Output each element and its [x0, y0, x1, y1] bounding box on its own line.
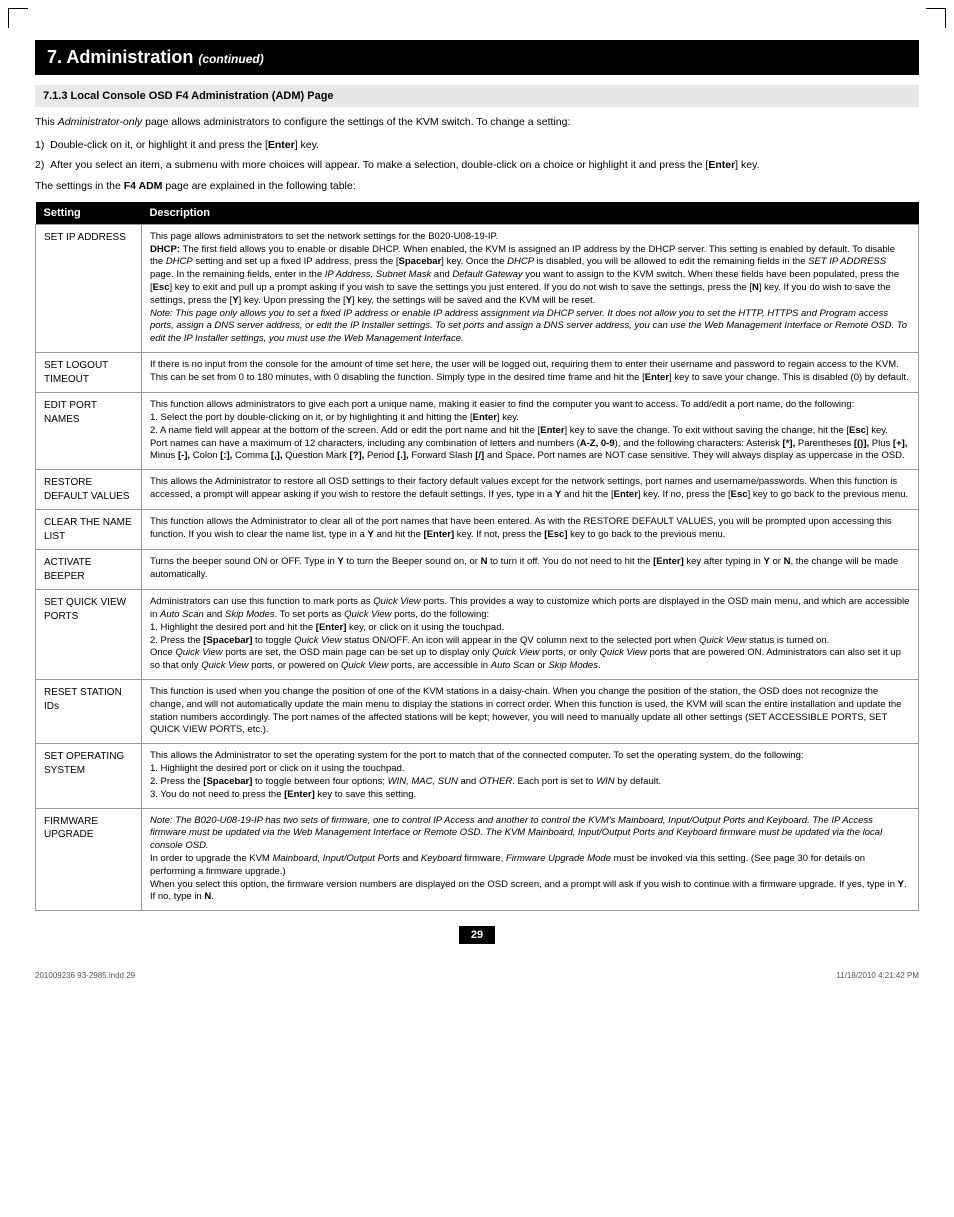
- section-header: 7. Administration (continued): [35, 40, 919, 75]
- crop-mark-tl: [8, 8, 28, 28]
- table-row: SET IP ADDRESS This page allows administ…: [36, 224, 919, 352]
- table-row: SET OPERATING SYSTEM This allows the Adm…: [36, 744, 919, 808]
- setting-cell: RESET STATION IDs: [36, 680, 142, 744]
- table-row: RESTORE DEFAULT VALUES This allows the A…: [36, 470, 919, 510]
- table-intro: The settings in the F4 ADM page are expl…: [35, 179, 919, 194]
- setting-cell: SET LOGOUT TIMEOUT: [36, 353, 142, 393]
- setting-cell: SET IP ADDRESS: [36, 224, 142, 352]
- page-number: 29: [35, 929, 919, 941]
- table-row: ACTIVATE BEEPER Turns the beeper sound O…: [36, 550, 919, 590]
- desc-cell: Administrators can use this function to …: [141, 590, 918, 680]
- setting-cell: ACTIVATE BEEPER: [36, 550, 142, 590]
- setting-cell: EDIT PORT NAMES: [36, 393, 142, 470]
- desc-cell: This allows the Administrator to restore…: [141, 470, 918, 510]
- th-setting: Setting: [36, 202, 142, 225]
- table-row: CLEAR THE NAME LIST This function allows…: [36, 510, 919, 550]
- desc-cell: If there is no input from the console fo…: [141, 353, 918, 393]
- page-number-value: 29: [459, 926, 495, 944]
- desc-cell: This function is used when you change th…: [141, 680, 918, 744]
- step-1: 1) Double-click on it, or highlight it a…: [35, 138, 919, 153]
- section-title: 7. Administration: [47, 47, 193, 67]
- desc-cell: This page allows administrators to set t…: [141, 224, 918, 352]
- th-description: Description: [141, 202, 918, 225]
- table-row: EDIT PORT NAMES This function allows adm…: [36, 393, 919, 470]
- table-row: SET QUICK VIEW PORTS Administrators can …: [36, 590, 919, 680]
- crop-mark-tr: [926, 8, 946, 28]
- desc-cell: This function allows the Administrator t…: [141, 510, 918, 550]
- subsection-title: 7.1.3 Local Console OSD F4 Administratio…: [35, 85, 919, 107]
- footer: 201009236 93-2985.indd 29 11/18/2010 4:2…: [35, 971, 919, 980]
- setting-cell: RESTORE DEFAULT VALUES: [36, 470, 142, 510]
- footer-right: 11/18/2010 4:21:42 PM: [836, 971, 919, 980]
- settings-table: Setting Description SET IP ADDRESS This …: [35, 202, 919, 911]
- section-continued: (continued): [198, 52, 263, 66]
- desc-cell: Turns the beeper sound ON or OFF. Type i…: [141, 550, 918, 590]
- table-header-row: Setting Description: [36, 202, 919, 225]
- table-row: FIRMWARE UPGRADE Note: The B020-U08-19-I…: [36, 808, 919, 911]
- setting-cell: FIRMWARE UPGRADE: [36, 808, 142, 911]
- desc-cell: This function allows administrators to g…: [141, 393, 918, 470]
- setting-cell: CLEAR THE NAME LIST: [36, 510, 142, 550]
- footer-left: 201009236 93-2985.indd 29: [35, 971, 135, 980]
- table-row: RESET STATION IDs This function is used …: [36, 680, 919, 744]
- setting-cell: SET QUICK VIEW PORTS: [36, 590, 142, 680]
- table-row: SET LOGOUT TIMEOUT If there is no input …: [36, 353, 919, 393]
- intro-text: This Administrator-only page allows admi…: [35, 115, 919, 130]
- desc-cell: Note: The B020-U08-19-IP has two sets of…: [141, 808, 918, 911]
- desc-cell: This allows the Administrator to set the…: [141, 744, 918, 808]
- setting-cell: SET OPERATING SYSTEM: [36, 744, 142, 808]
- step-2: 2) After you select an item, a submenu w…: [35, 158, 919, 173]
